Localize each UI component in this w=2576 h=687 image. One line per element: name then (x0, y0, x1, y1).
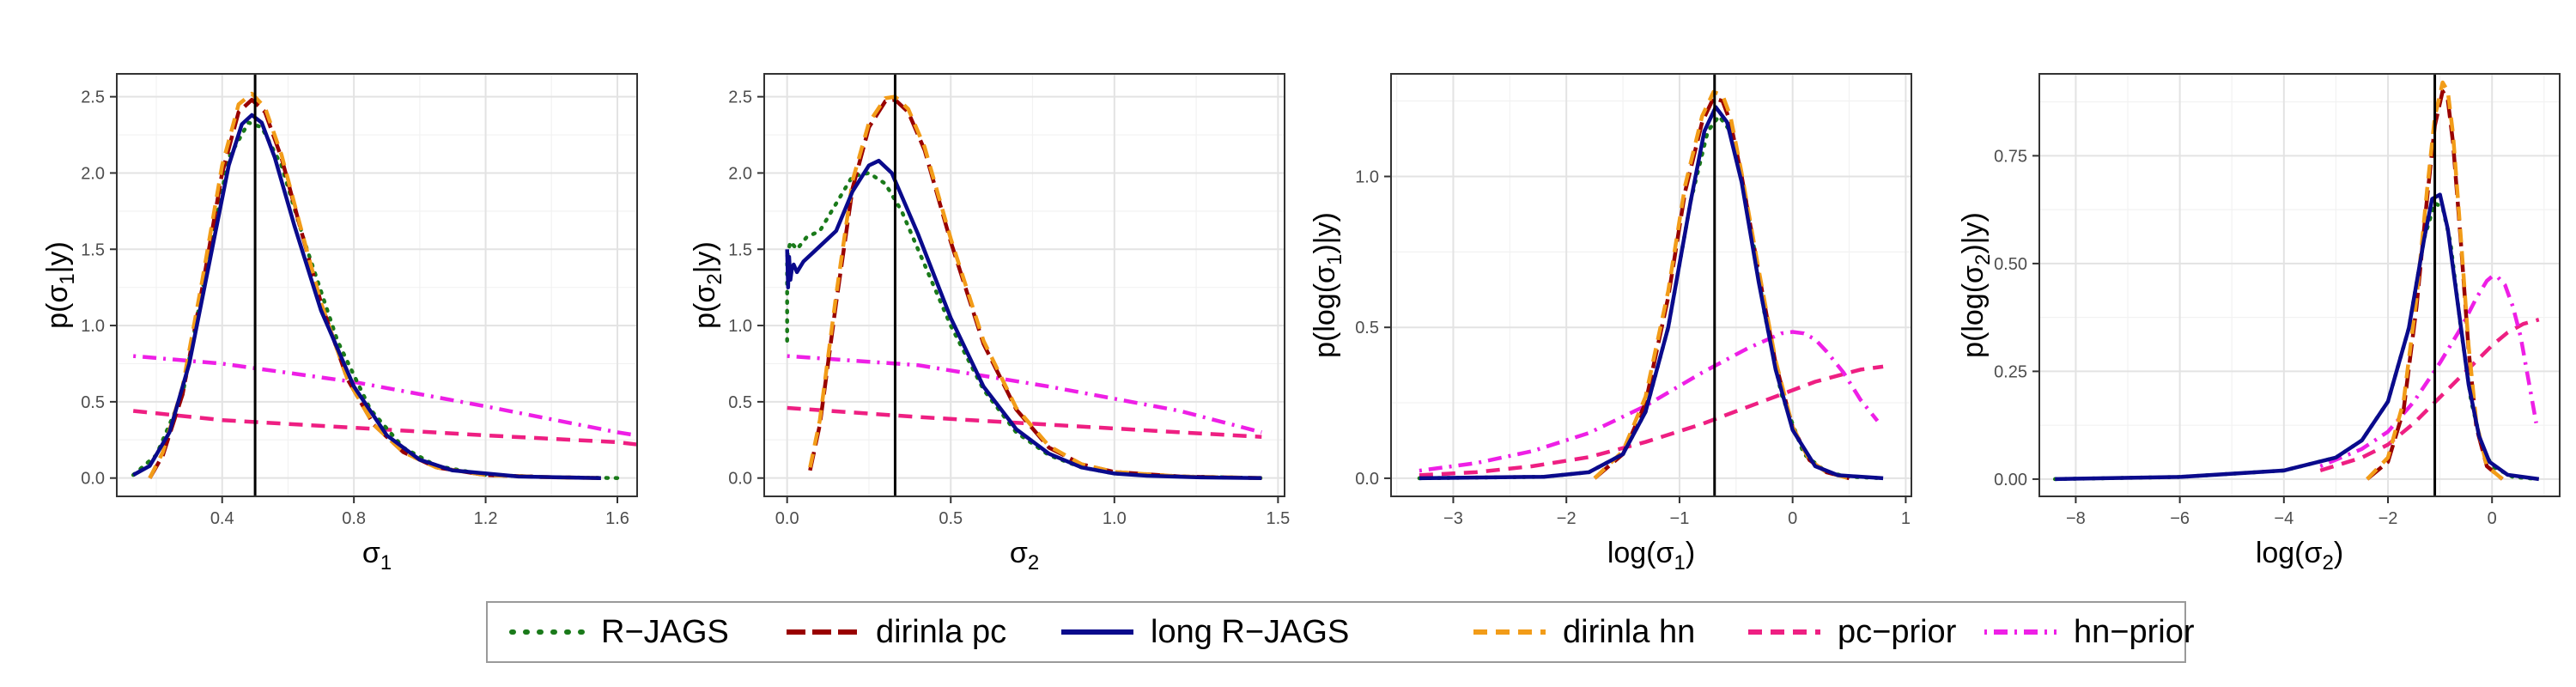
legend-item: pc−prior (1741, 603, 1956, 661)
legend-item: R−JAGS (505, 603, 729, 661)
y-tick-label: 0.5 (81, 393, 105, 412)
y-axis-title: p(σ2|y) (689, 241, 726, 329)
x-tick-label: −1 (1670, 509, 1690, 528)
x-tick-label: 1.2 (474, 509, 498, 528)
legend: R−JAGS dirinla pc long R−JAGS dirinla hn pc−… (486, 601, 2194, 663)
x-axis-title: log(σ2) (2256, 537, 2343, 575)
y-axis-title: p(log(σ1)|y) (1309, 212, 1346, 358)
panel-3: −3 −2 −1 0 1 0.0 0.5 1.0 log(σ1) p(log(σ1)|y) (1309, 73, 1912, 575)
x-tick-label: 1 (1901, 509, 1911, 528)
legend-key (1984, 629, 2057, 635)
y-tick-label: 1.5 (81, 240, 105, 259)
x-axis-title: σ1 (362, 537, 392, 575)
plot-background (1391, 74, 1911, 496)
series-hn-prior (2319, 274, 2538, 468)
y-tick-label: 2.0 (728, 164, 752, 183)
x-tick-label: 1.0 (1103, 509, 1127, 528)
legend-label: pc−prior (1838, 613, 1957, 650)
plot-background (764, 74, 1285, 496)
legend-item: dirinla hn (1467, 603, 1695, 661)
legend-label: R−JAGS (601, 613, 729, 650)
legend-label: hn−prior (2074, 613, 2195, 650)
y-tick-label: 0.00 (1994, 471, 2027, 489)
x-tick-label: 0.4 (210, 509, 234, 528)
series-hn-prior (1419, 330, 1880, 473)
x-tick-label: −6 (2170, 509, 2190, 528)
y-tick-label: 0.25 (1994, 362, 2027, 381)
legend-label: dirinla pc (876, 613, 1007, 650)
y-axis-title: p(σ1|y) (41, 241, 79, 329)
x-tick-label: −4 (2274, 509, 2293, 528)
y-tick-label: 0.5 (728, 393, 752, 412)
x-tick-label: 0.0 (775, 509, 799, 528)
x-tick-label: −2 (2379, 509, 2398, 528)
x-tick-label: −2 (1557, 509, 1577, 528)
panel-2: 0.0 0.5 1.0 1.5 0.0 0.5 1.0 1.5 2.0 2.5 σ2 p(σ2|y) (689, 73, 1290, 575)
y-tick-label: 2.0 (81, 164, 105, 183)
series-dirinla-hn (1593, 89, 1850, 481)
series-hn-prior (133, 354, 637, 438)
series-pc-prior (1419, 364, 1884, 477)
series-dirinla-hn (148, 91, 601, 480)
legend-item: hn−prior (1978, 603, 2194, 661)
y-tick-label: 0.5 (1355, 319, 1379, 337)
legend-label: dirinla hn (1563, 613, 1696, 650)
panel-border (2038, 73, 2561, 497)
series-group (131, 91, 637, 480)
plot-background (117, 74, 637, 496)
legend-key (509, 629, 586, 635)
series-group (785, 94, 1264, 480)
x-tick-label: 0 (2488, 509, 2497, 528)
y-tick-label: 0.0 (1355, 470, 1379, 489)
y-tick-label: 1.0 (1355, 167, 1379, 186)
legend-item: long R−JAGS (1054, 603, 1349, 661)
panel-border (1390, 73, 1912, 497)
y-tick-label: 0.0 (81, 470, 105, 489)
panel-1: 0.4 0.8 1.2 1.6 0.0 0.5 1.0 1.5 2.0 2.5 σ1 p(σ1|y) (41, 73, 638, 575)
y-tick-label: 0.75 (1994, 147, 2027, 166)
legend-label: long R−JAGS (1151, 613, 1350, 650)
series-long-r-jags (785, 158, 1262, 480)
x-axis-title: σ2 (1010, 537, 1039, 575)
y-tick-label: 0.50 (1994, 255, 2027, 274)
y-tick-label: 1.0 (728, 317, 752, 336)
series-long-r-jags (2055, 192, 2540, 482)
y-tick-label: 2.5 (728, 88, 752, 107)
y-tick-label: 0.0 (728, 470, 752, 489)
x-tick-label: 0 (1788, 509, 1797, 528)
x-tick-label: −3 (1443, 509, 1463, 528)
series-long-r-jags (132, 112, 601, 480)
x-tick-label: −8 (2066, 509, 2086, 528)
series-group (2052, 80, 2542, 482)
x-tick-label: 1.5 (1266, 509, 1290, 528)
series-dirinla-hn (808, 94, 1262, 480)
legend-key (787, 629, 859, 635)
legend-key (1061, 629, 1133, 635)
y-tick-label: 2.5 (81, 88, 105, 107)
x-axis-title: log(σ1) (1607, 537, 1695, 575)
y-tick-label: 1.0 (81, 317, 105, 336)
plot-background (2039, 74, 2560, 496)
x-tick-label: 0.5 (939, 509, 963, 528)
series-pc-prior (132, 409, 637, 447)
legend-key (1473, 629, 1546, 635)
panel-4: −8 −6 −4 −2 0 0.00 0.25 0.50 0.75 log(σ2) p(log(σ2… (1957, 73, 2561, 575)
x-tick-label: 0.8 (342, 509, 366, 528)
legend-item: dirinla pc (780, 603, 1006, 661)
series-pc-prior (2319, 318, 2540, 473)
y-tick-label: 1.5 (728, 240, 752, 259)
panel-border (116, 73, 638, 497)
panel-border (763, 73, 1285, 497)
series-r-jags (785, 171, 1264, 480)
y-axis-title: p(log(σ2)|y) (1957, 212, 1995, 358)
legend-key (1748, 629, 1820, 635)
x-tick-label: 1.6 (605, 509, 629, 528)
